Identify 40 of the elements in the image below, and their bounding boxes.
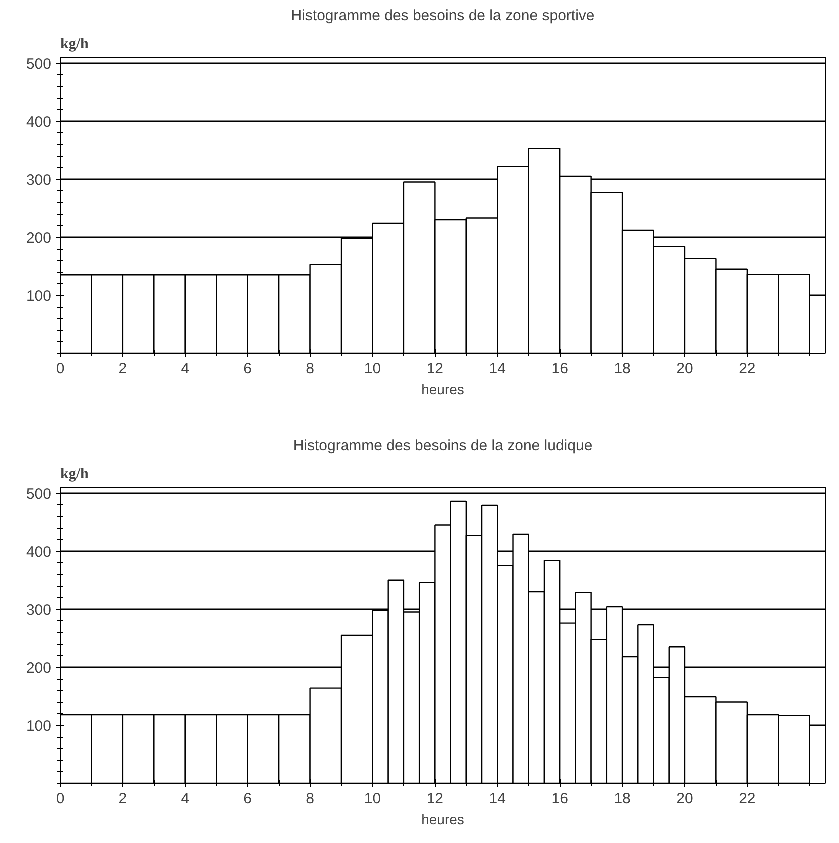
y-tick-label: 100 <box>26 288 52 305</box>
y-tick-label: 500 <box>26 56 52 73</box>
x-tick-label: 4 <box>181 790 190 808</box>
y-tick-label: 400 <box>26 114 52 131</box>
x-tick-label: 2 <box>118 360 128 378</box>
y-axis-title: kg/h <box>60 466 90 482</box>
x-tick-label: 16 <box>552 360 568 378</box>
x-tick-label: 8 <box>306 360 314 378</box>
x-tick-label: 12 <box>426 360 444 378</box>
x-tick-label: 20 <box>676 790 694 808</box>
y-axis-title: kg/h <box>60 36 90 52</box>
x-tick-label: 18 <box>614 790 631 808</box>
x-tick-label: 10 <box>364 790 382 808</box>
x-tick-label: 0 <box>56 360 65 378</box>
x-tick-label: 18 <box>614 360 631 378</box>
y-tick-label: 500 <box>26 486 52 503</box>
x-tick-label: 16 <box>552 790 568 808</box>
x-tick-label: 8 <box>306 790 314 808</box>
x-tick-label: 4 <box>181 360 190 378</box>
x-axis-title: heures <box>422 382 464 398</box>
y-tick-label: 300 <box>26 172 52 189</box>
chart-title: Histogramme des besoins de la zone ludique <box>293 438 593 454</box>
x-tick-label: 2 <box>118 790 128 808</box>
x-tick-label: 10 <box>364 360 382 378</box>
y-tick-label: 400 <box>26 544 52 561</box>
x-tick-label: 20 <box>676 360 694 378</box>
x-tick-label: 0 <box>56 790 65 808</box>
x-tick-label: 22 <box>739 360 756 378</box>
x-tick-label: 14 <box>489 360 506 378</box>
x-tick-label: 22 <box>739 790 756 808</box>
x-tick-label: 6 <box>244 790 252 808</box>
chart-title: Histogramme des besoins de la zone sportive <box>291 8 595 24</box>
x-axis-title: heures <box>422 812 464 828</box>
y-tick-label: 200 <box>26 230 52 247</box>
y-tick-label: 100 <box>26 718 52 735</box>
y-tick-label: 200 <box>26 660 52 677</box>
x-tick-label: 14 <box>489 790 506 808</box>
y-tick-label: 300 <box>26 602 52 619</box>
x-tick-label: 12 <box>426 790 444 808</box>
x-tick-label: 6 <box>244 360 252 378</box>
